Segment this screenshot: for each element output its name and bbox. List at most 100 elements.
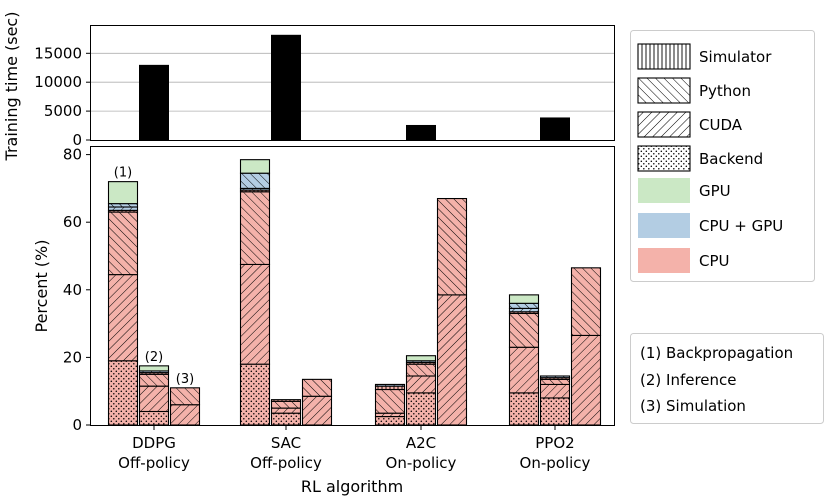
segment-cpu-simulator-hatch [108,210,138,213]
percent-tick-label: 60 [63,213,82,231]
segment-cpu-cuda-hatch [571,335,601,425]
percent-frame [90,146,615,426]
training-time-gridlines [91,52,614,112]
segment-cpu-backend-hatch [139,411,169,425]
training-time-frame [90,25,615,141]
segment-cpu-simulator-hatch [375,386,405,390]
training-time-bar-ppo2 [540,117,570,140]
legend-swatch-hatch [637,111,691,138]
segment-cpu-cuda-hatch [375,413,405,417]
segment-cpu-simulator-hatch [271,399,301,402]
segment-cpu-python-hatch [375,389,405,414]
legend-swatch-cpu-gpu [638,213,690,238]
x-tick-sublabel: Off-policy [250,454,322,472]
segment-cpu-gpu-cuda-hatch [108,206,138,211]
segment-cpu-cuda-hatch [139,386,169,412]
segment-cpu-gpu-python-hatch [509,303,539,309]
x-tick-sublabel: On-policy [520,454,591,472]
annotation-backpropagation: (1) Backpropagation [640,344,793,362]
segment-cpu-backend-hatch [406,392,436,425]
segment-cpu-simulator-hatch [240,190,270,192]
training-time-bars [139,34,570,140]
bar-kind-marker: (2) [145,350,163,365]
segment-gpu-edge [405,355,437,362]
legend-label-gpu: GPU [699,182,731,200]
segment-cpu-cuda-hatch [509,347,539,393]
segment-cpu-cuda-hatch [406,375,436,393]
legend-label-cuda: CUDA [699,116,743,134]
x-tick-sublabel: Off-policy [118,454,190,472]
training-time-bar-a2c [406,124,436,140]
segment-gpu [406,355,436,361]
x-axis-label: RL algorithm [301,477,403,496]
segment-cpu-backend-hatch [240,364,270,425]
segment-gpu-edge [239,159,271,174]
segment-cpu-python-hatch [571,267,601,336]
percent-tick-label: 80 [63,146,82,164]
percent-stacked-bars [107,159,602,426]
segment-cpu-cuda-hatch [302,396,332,425]
percent-tick-label: 40 [63,281,82,299]
segment-cpu-gpu-cuda-hatch [240,188,270,191]
percent-x-ticks: DDPG Off-policy SAC Off-policy A2C On-policy P… [118,426,591,472]
segment-cpu-simulator-hatch [406,362,436,365]
annotation-inference: (2) Inference [640,371,737,389]
percent-y-ticks: 0 20 40 60 80 [63,146,90,434]
segment-cpu-backend-hatch [509,392,539,425]
legend-swatch-cpu [638,248,690,273]
segment-cpu-cuda-hatch [170,404,200,425]
training-time-tick-label: 0 [72,131,82,149]
segment-gpu-edge [508,294,540,304]
segment-cpu-gpu-python-edge [374,383,406,387]
x-tick-label-ppo2: PPO2 [535,434,574,452]
segment-cpu-python-hatch [302,379,332,397]
segment-cpu-python-hatch [437,198,467,295]
training-time-tick-label: 10000 [34,73,82,91]
legend-swatch-hatch [637,77,691,104]
x-tick-label-ddpg: DDPG [132,434,176,452]
training-time-tick-label: 5000 [44,102,82,120]
segment-cpu-gpu-python-hatch [139,370,169,373]
segment-gpu [240,159,270,174]
segment-cpu-python-hatch [240,191,270,265]
segment-cpu-python-hatch [271,401,301,409]
segment-cpu-cuda-hatch [108,274,138,361]
segment-cpu-python-hatch [540,379,570,385]
segment-cpu-simulator-edge [270,399,302,402]
bar-kind-markers: (1) (2) (3) [114,166,194,387]
segment-cpu-backend-hatch [271,413,301,425]
bar-kind-annotation-box: (1) Backpropagation (2) Inference (3) Si… [630,333,824,424]
legend-swatch-hatch [637,145,691,172]
training-time-y-ticks: 0 5000 10000 15000 [34,44,90,149]
legend-swatch-gpu [638,178,690,203]
segment-cpu-cuda-hatch [271,408,301,414]
segment-cpu-gpu-python-hatch [108,203,138,207]
segment-cpu-gpu-python-hatch [375,384,405,387]
segment-cpu-simulator-hatch [509,311,539,314]
legend-label-cpu: CPU [699,252,730,270]
segment-gpu [509,294,539,304]
segment-cpu-python-edge [169,387,201,406]
training-time-bar-sac [271,34,301,140]
bar-kind-marker: (1) [114,166,132,181]
training-time-tick-label: 15000 [34,44,82,62]
percent-tick-label: 20 [63,348,82,366]
percent-tick-label: 0 [72,416,82,434]
segment-gpu-edge [138,365,170,372]
segment-cpu-python-edge [436,197,468,296]
legend-label-simulator: Simulator [699,48,772,66]
annotation-simulation: (3) Simulation [640,397,746,415]
legend-swatch-hatch [637,43,691,70]
annotation-frame [630,333,824,424]
segment-cpu-cuda-hatch [540,384,570,398]
x-tick-sublabel: On-policy [386,454,457,472]
training-time-panel: 0 5000 10000 15000 Training time (sec) [2,12,615,161]
segment-cpu-backend-hatch [108,360,138,425]
legend-label-backend: Backend [699,150,763,168]
x-tick-label-a2c: A2C [406,434,436,452]
segment-cpu-gpu-cuda-hatch [509,308,539,312]
legend-label-cpu-gpu: CPU + GPU [699,217,783,235]
segment-cpu-python-edge [301,378,333,397]
segment-cpu-simulator-hatch [540,377,570,380]
